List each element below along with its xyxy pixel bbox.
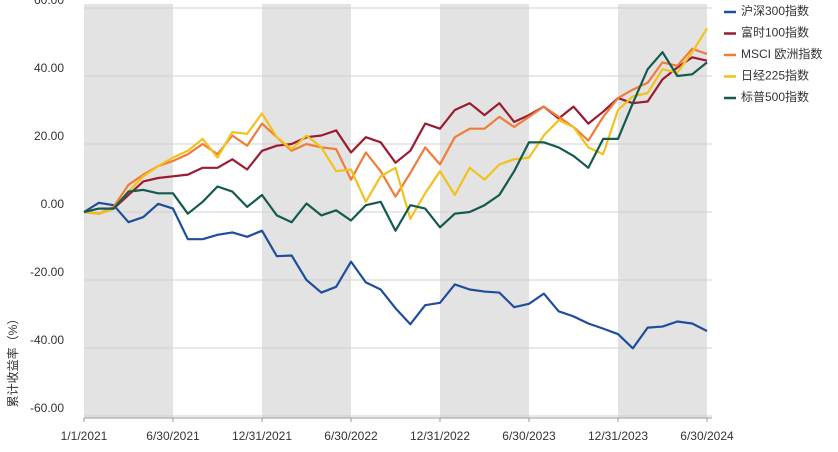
legend-label: 标普500指数	[741, 89, 809, 104]
legend-label: MSCI 欧洲指数	[741, 46, 822, 61]
y-tick-label: 0.00	[41, 197, 65, 211]
x-tick-label: 6/30/2021	[146, 429, 200, 443]
legend-label: 日经225指数	[741, 68, 809, 83]
x-tick-label: 1/1/2021	[61, 429, 108, 443]
x-tick-label: 12/31/2022	[410, 429, 470, 443]
y-tick-label: 40.00	[34, 61, 64, 75]
series-line	[83, 51, 708, 232]
y-tick-label: -20.00	[30, 265, 64, 279]
x-tick-label: 6/30/2022	[324, 429, 378, 443]
y-tick-label: -40.00	[30, 333, 64, 347]
x-tick-label: 6/30/2023	[502, 429, 556, 443]
x-tick-label: 12/31/2023	[588, 429, 648, 443]
y-tick-label: -60.00	[30, 401, 64, 415]
series-line	[83, 47, 708, 215]
y-axis-label: 累计收益率（%）	[5, 313, 20, 408]
y-tick-label: 20.00	[34, 129, 64, 143]
legend-label: 沪深300指数	[741, 3, 809, 18]
y-tick-label: 60.00	[34, 0, 64, 7]
background-bands	[84, 4, 707, 418]
x-tick-label: 6/30/2024	[680, 429, 734, 443]
series-line	[83, 201, 708, 350]
series-line	[83, 27, 708, 220]
shade-band	[440, 4, 529, 418]
shade-band	[618, 4, 707, 418]
legend-label: 富时100指数	[741, 25, 809, 40]
shade-band	[84, 4, 173, 418]
series-line	[83, 56, 708, 215]
x-tick-label: 12/31/2021	[232, 429, 292, 443]
